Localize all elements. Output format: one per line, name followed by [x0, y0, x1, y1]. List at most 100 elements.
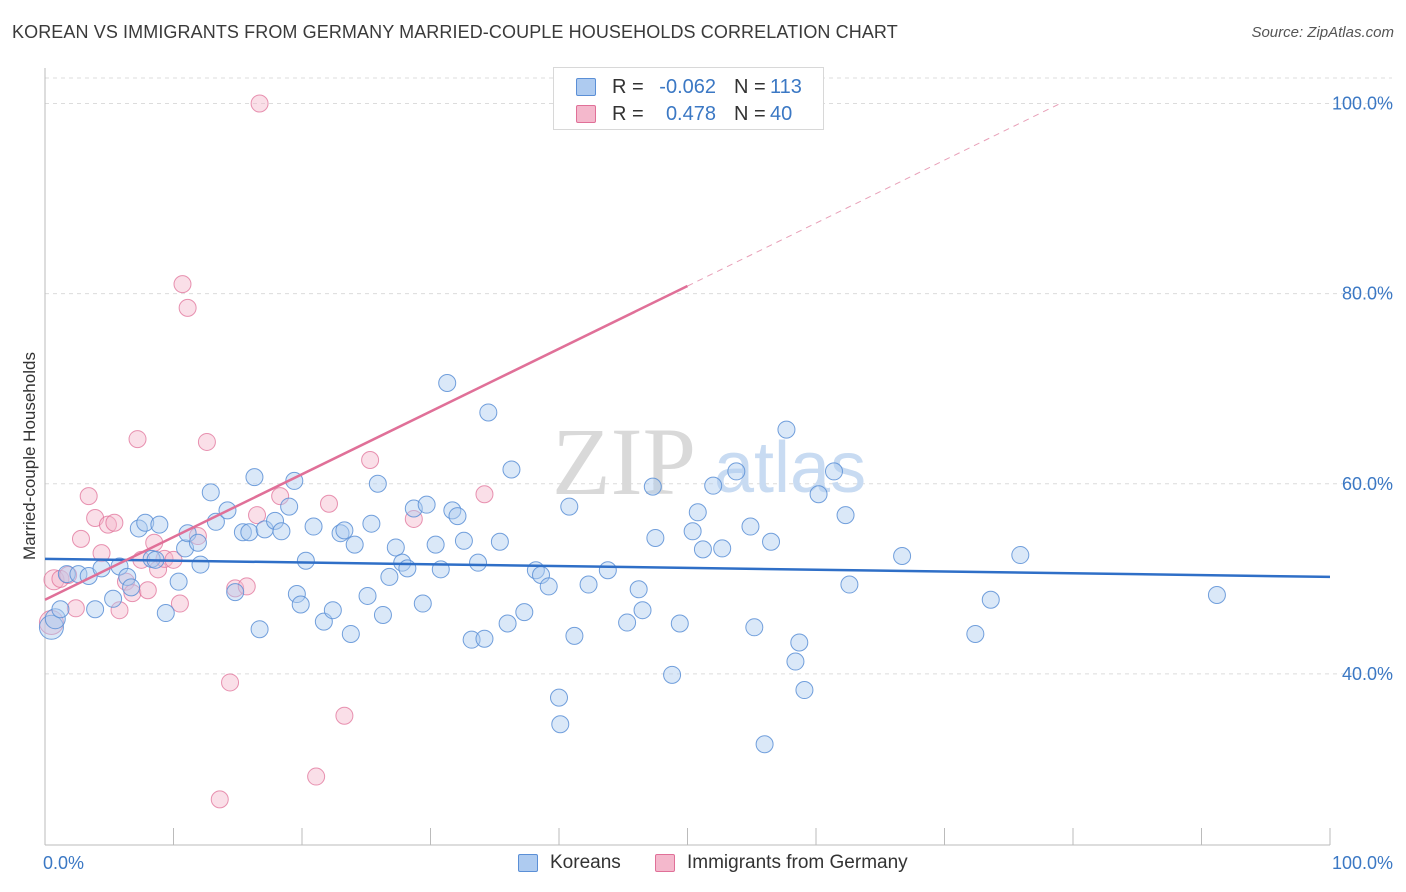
data-point-korean [777, 420, 796, 439]
data-point-germany [59, 566, 78, 585]
data-point-korean [981, 590, 1000, 609]
data-point-korean [136, 513, 155, 532]
data-point-korean [462, 630, 481, 649]
data-point-korean [280, 497, 299, 516]
data-point-korean [704, 476, 723, 495]
trend-line-koreans [44, 557, 1331, 579]
x-tick-label: 100.0% [1332, 853, 1393, 873]
data-point-korean [335, 521, 354, 540]
data-point-korean [745, 618, 764, 637]
legend-r-value: -0.062 [659, 76, 716, 98]
data-point-germany [92, 544, 111, 563]
data-point-korean [438, 374, 457, 392]
data-point-germany [271, 487, 290, 506]
data-point-korean [539, 577, 558, 596]
y-tick-label: 60.0% [1342, 474, 1393, 494]
data-point-germany [128, 430, 147, 449]
data-point-korean [643, 477, 662, 496]
data-point-germany [170, 594, 189, 613]
data-point-korean [386, 538, 405, 557]
axes [44, 68, 1331, 846]
trend-line-germany-extrapolated [687, 103, 1061, 287]
watermark-zip: ZIP [552, 408, 696, 515]
data-point-korean [245, 468, 264, 487]
legend-n-value: 113 [770, 76, 802, 98]
data-point-korean [118, 567, 137, 586]
data-point-korean [893, 547, 912, 566]
data-point-korean [266, 511, 285, 530]
tick-labels: 40.0% 60.0% 80.0% 100.0% 0.0% 100.0% [43, 94, 1393, 873]
data-point-korean [683, 522, 702, 541]
data-point-germany [71, 529, 90, 548]
data-point-korean [341, 624, 360, 643]
data-point-korean [663, 665, 682, 684]
bottom-legend-label-germany: Immigrants from Germany [687, 852, 908, 873]
data-point-korean [156, 604, 175, 623]
data-point-korean [498, 614, 517, 633]
data-point-korean [670, 614, 689, 633]
data-point-germany [43, 569, 65, 591]
bottom-legend-swatch-germany [655, 854, 675, 872]
data-point-korean [795, 681, 814, 700]
data-point-korean [226, 583, 245, 602]
data-point-germany [237, 577, 256, 596]
data-point-korean [362, 514, 381, 533]
data-point-korean [502, 460, 521, 479]
data-point-korean [44, 608, 66, 630]
x-tick-label: 0.0% [43, 853, 84, 873]
data-point-korean [809, 485, 828, 504]
data-point-korean [490, 532, 509, 551]
data-point-korean [443, 501, 462, 520]
data-point-korean [790, 633, 809, 652]
correlation-legend: R = -0.062 N = 113 R = 0.478 N = 40 [553, 67, 824, 130]
trend-line-germany [44, 284, 689, 601]
data-point-korean [693, 540, 712, 559]
data-point-korean [296, 551, 315, 570]
data-point-germany [98, 515, 117, 534]
data-point-korean [86, 600, 105, 619]
data-point-korean [550, 688, 568, 707]
data-point-korean [688, 503, 707, 522]
source-label: Source: ZipAtlas.com [1251, 24, 1394, 41]
data-point-korean [786, 652, 805, 671]
legend-row-germany: R = 0.478 N = 40 [554, 101, 823, 129]
y-tick-label: 80.0% [1342, 284, 1393, 304]
legend-swatch-germany [576, 105, 596, 123]
data-point-korean [345, 535, 364, 554]
y-axis-label: Married-couple Households [20, 352, 39, 560]
data-point-korean [836, 506, 855, 525]
data-point-korean [824, 462, 843, 481]
data-point-germany [173, 275, 192, 294]
legend-r-value: 0.478 [665, 103, 716, 125]
data-point-germany [335, 706, 354, 725]
series-immigrants-from-germany [38, 94, 666, 809]
data-point-korean [250, 620, 269, 639]
legend-n-value: 40 [770, 103, 793, 125]
data-point-korean [368, 474, 387, 493]
data-point-korean [272, 522, 291, 541]
data-point-korean [598, 561, 617, 580]
data-point-korean [188, 533, 207, 552]
data-point-korean [304, 517, 323, 536]
legend-swatch-koreans [576, 78, 596, 96]
data-point-korean [233, 523, 252, 542]
data-point-korean [755, 735, 774, 754]
data-point-korean [469, 553, 488, 572]
legend-row-koreans: R = -0.062 N = 113 [554, 74, 823, 102]
data-point-germany [226, 579, 245, 598]
data-point-korean [741, 517, 760, 536]
data-point-germany [221, 673, 240, 692]
data-point-germany [188, 527, 207, 546]
data-point-germany [138, 581, 157, 600]
data-point-korean [291, 595, 310, 614]
data-point-germany [79, 487, 98, 506]
data-point-germany [210, 790, 229, 809]
data-point-korean [323, 601, 342, 620]
legend-r-label: R = [612, 76, 644, 98]
bottom-legend-swatch-koreans [518, 854, 538, 872]
y-tick-label: 100.0% [1332, 94, 1393, 114]
data-point-korean [479, 403, 498, 422]
data-point-korean [713, 539, 732, 558]
data-point-korean [454, 531, 473, 550]
